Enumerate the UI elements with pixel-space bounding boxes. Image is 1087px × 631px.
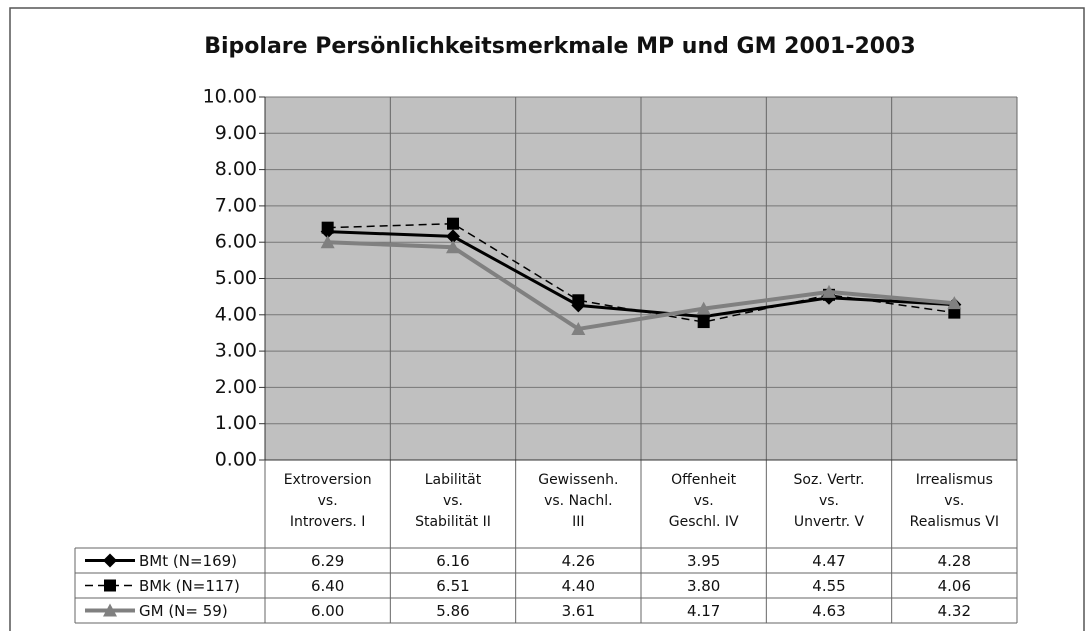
series-line (327, 240, 955, 332)
table-value: 4.28 (938, 552, 971, 570)
legend-label: GM (N= 59) (139, 602, 228, 620)
y-tick-label: 2.00 (215, 376, 257, 398)
table-value: 4.47 (812, 552, 845, 570)
point (696, 301, 711, 315)
point (947, 296, 962, 310)
y-tick-label: 5.00 (215, 267, 257, 289)
y-tick-label: 8.00 (215, 158, 257, 180)
table-value: 6.51 (436, 577, 469, 595)
table-value: 3.61 (562, 602, 595, 620)
y-tick-label: 4.00 (215, 303, 257, 325)
table-value: 4.06 (938, 577, 971, 595)
y-tick-label: 10.00 (203, 86, 257, 108)
point (572, 294, 585, 307)
point (320, 235, 335, 249)
table-value: 4.26 (562, 552, 595, 570)
point (822, 284, 836, 298)
point (446, 229, 460, 244)
table-value: 4.63 (812, 602, 845, 620)
y-tick-label: 7.00 (215, 194, 257, 216)
legend-marker (103, 553, 117, 568)
category-label: Labilität vs. Stabilität II (415, 472, 491, 530)
series-line (327, 222, 955, 323)
table-value: 6.00 (311, 602, 344, 620)
point (571, 321, 586, 335)
category-label: Gewissenh. vs. Nachl. III (538, 472, 619, 530)
table-value: 6.29 (311, 552, 344, 570)
y-tick-label: 3.00 (215, 340, 257, 362)
table-value: 4.40 (562, 577, 595, 595)
legend-label: BMk (N=117) (139, 577, 240, 595)
point (948, 306, 961, 319)
y-tick-label: 9.00 (215, 122, 257, 144)
y-tick-label: 0.00 (215, 449, 257, 471)
legend-marker (103, 603, 117, 617)
y-tick-label: 1.00 (215, 412, 257, 434)
table-value: 6.40 (311, 577, 344, 595)
table-value: 6.16 (436, 552, 469, 570)
legend-marker (104, 579, 116, 592)
legend-label: BMt (N=169) (139, 552, 237, 570)
table-value: 5.86 (436, 602, 469, 620)
category-label: Extroversion vs. Introvers. I (283, 472, 372, 530)
series-line (327, 230, 955, 319)
point (697, 316, 710, 329)
point (447, 217, 459, 230)
table-value: 4.17 (687, 602, 720, 620)
category-label: Soz. Vertr. vs. Unvertr. V (793, 472, 865, 530)
point (321, 221, 334, 234)
y-tick-label: 6.00 (215, 231, 257, 253)
category-label: Irrealismus vs. Realismus VI (909, 472, 999, 530)
category-label: Offenheit vs. Geschl. IV (668, 472, 739, 530)
point (446, 240, 460, 254)
table-value: 3.95 (687, 552, 720, 570)
table-value: 3.80 (687, 577, 720, 595)
chart-title: Bipolare Persönlichkeitsmerkmale MP und … (204, 34, 915, 59)
table-value: 4.55 (812, 577, 845, 595)
table-value: 4.32 (938, 602, 971, 620)
